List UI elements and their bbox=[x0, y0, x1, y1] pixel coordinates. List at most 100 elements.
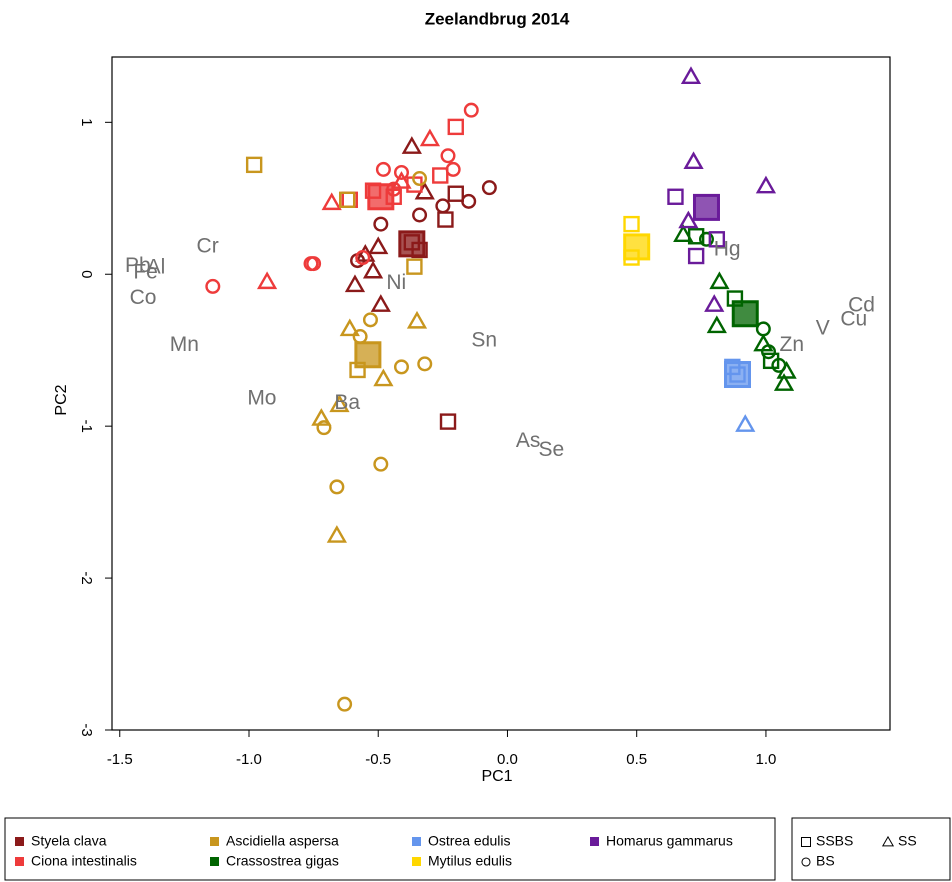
legend-label: SSBS bbox=[816, 833, 853, 849]
legend-swatch bbox=[590, 837, 599, 846]
point bbox=[439, 413, 457, 430]
point bbox=[311, 408, 332, 426]
variable-label: Se bbox=[539, 438, 565, 461]
point bbox=[373, 368, 394, 387]
legend-swatch bbox=[412, 837, 421, 846]
point bbox=[370, 294, 391, 312]
point bbox=[463, 102, 479, 118]
variable-label: Hg bbox=[714, 237, 741, 260]
variable-label: Cu bbox=[840, 307, 867, 330]
point bbox=[709, 271, 730, 290]
legend-label: SS bbox=[898, 833, 917, 849]
point bbox=[432, 167, 449, 184]
point bbox=[762, 352, 780, 370]
point bbox=[419, 128, 441, 147]
legend-label: Crassostrea gigas bbox=[226, 853, 339, 869]
legend-swatch bbox=[412, 857, 421, 866]
point bbox=[698, 231, 714, 247]
point bbox=[339, 318, 360, 337]
point bbox=[461, 193, 477, 209]
point bbox=[417, 356, 433, 372]
legend-label: Ostrea edulis bbox=[428, 833, 510, 849]
chart-title: Zeelandbrug 2014 bbox=[425, 9, 570, 28]
point bbox=[355, 250, 371, 266]
point bbox=[375, 161, 391, 177]
variable-label: Co bbox=[130, 286, 157, 309]
point bbox=[687, 247, 705, 265]
point bbox=[401, 136, 422, 154]
point bbox=[373, 216, 389, 232]
x-tick-label: -1.5 bbox=[107, 751, 133, 768]
point bbox=[755, 175, 777, 194]
variable-label: V bbox=[816, 316, 830, 339]
point bbox=[303, 256, 319, 272]
variable-label: Mn bbox=[170, 333, 199, 356]
centroid bbox=[398, 230, 426, 258]
point bbox=[362, 312, 378, 328]
variable-label: Zn bbox=[780, 333, 805, 356]
x-tick-label: 1.0 bbox=[756, 751, 777, 768]
centroid bbox=[724, 361, 752, 389]
point bbox=[205, 278, 221, 294]
point bbox=[329, 394, 350, 413]
point bbox=[412, 171, 428, 187]
legend-marker bbox=[801, 837, 811, 847]
species-legend-box bbox=[4, 817, 776, 881]
variable-label: Cd bbox=[848, 294, 875, 317]
point bbox=[326, 525, 347, 543]
variable-label: Al bbox=[147, 256, 166, 279]
x-tick-label: -0.5 bbox=[365, 751, 391, 768]
y-tick-label: -2 bbox=[78, 571, 95, 584]
point bbox=[393, 359, 409, 375]
point bbox=[667, 188, 684, 205]
variable-label: Ni bbox=[386, 271, 406, 294]
y-tick-label: 0 bbox=[78, 270, 95, 278]
point bbox=[678, 210, 699, 229]
point bbox=[412, 207, 428, 223]
legend-swatch bbox=[15, 837, 24, 846]
point bbox=[245, 156, 263, 174]
point bbox=[437, 211, 454, 228]
point bbox=[393, 164, 409, 180]
variable-label: Mo bbox=[247, 386, 276, 409]
point bbox=[321, 192, 342, 211]
point bbox=[406, 310, 428, 329]
centroid bbox=[354, 341, 382, 369]
legend-marker bbox=[801, 857, 811, 867]
plot-frame bbox=[111, 56, 891, 731]
y-axis-label: PC2 bbox=[53, 384, 70, 415]
y-tick-label: -3 bbox=[78, 723, 95, 736]
shape-legend-box bbox=[791, 817, 951, 881]
point bbox=[391, 171, 412, 189]
y-tick-label: 1 bbox=[78, 118, 95, 126]
point bbox=[706, 315, 727, 334]
point bbox=[680, 66, 702, 84]
legend-label: Homarus gammarus bbox=[606, 833, 733, 849]
centroid bbox=[692, 193, 720, 221]
centroid bbox=[623, 233, 651, 261]
point bbox=[708, 231, 726, 248]
legend-label: BS bbox=[816, 853, 835, 869]
legend-label: Styela clava bbox=[31, 833, 107, 849]
point bbox=[481, 180, 497, 196]
point bbox=[339, 191, 356, 209]
point bbox=[362, 260, 384, 279]
point bbox=[683, 151, 704, 170]
point bbox=[445, 161, 461, 177]
point bbox=[329, 479, 345, 495]
point bbox=[704, 294, 725, 312]
variable-label: As bbox=[516, 429, 541, 452]
legend-label: Ascidiella aspersa bbox=[226, 833, 339, 849]
variable-label: Cr bbox=[197, 234, 219, 257]
centroid bbox=[367, 183, 395, 211]
point bbox=[344, 274, 366, 293]
legend-label: Ciona intestinalis bbox=[31, 853, 137, 869]
point bbox=[352, 329, 368, 345]
point bbox=[447, 118, 464, 136]
centroid bbox=[731, 300, 759, 328]
x-axis-label: PC1 bbox=[481, 768, 512, 785]
point bbox=[735, 414, 756, 432]
point bbox=[773, 373, 795, 391]
point bbox=[256, 271, 278, 290]
